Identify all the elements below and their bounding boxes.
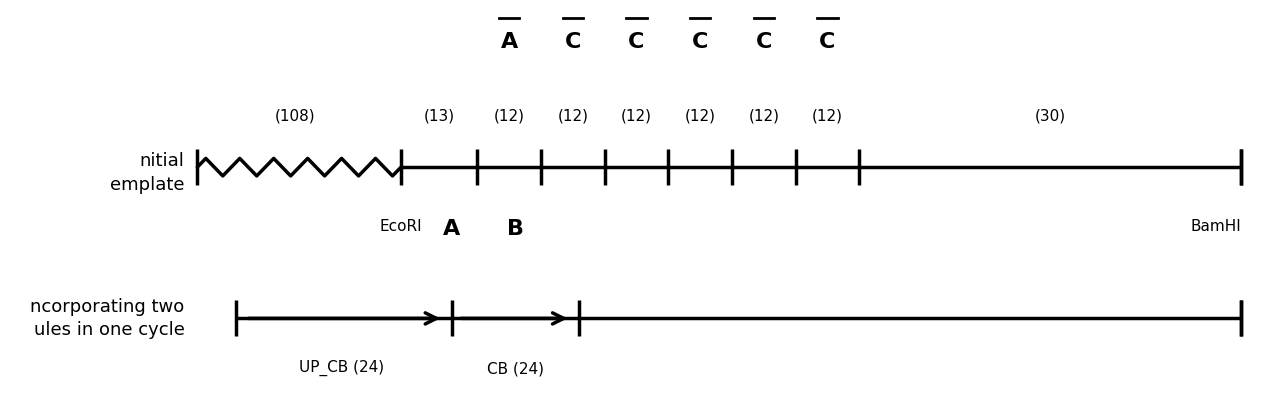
Text: C: C xyxy=(756,32,771,52)
Text: (12): (12) xyxy=(621,108,652,123)
Text: C: C xyxy=(693,32,708,52)
Text: (12): (12) xyxy=(749,108,779,123)
Text: A: A xyxy=(443,219,461,239)
Text: (12): (12) xyxy=(558,108,588,123)
Text: CB (24): CB (24) xyxy=(488,361,544,376)
Text: BamHI: BamHI xyxy=(1190,219,1241,234)
Text: C: C xyxy=(820,32,835,52)
Text: ncorporating two
ules in one cycle: ncorporating two ules in one cycle xyxy=(31,298,185,339)
Text: C: C xyxy=(565,32,580,52)
Text: (12): (12) xyxy=(685,108,715,123)
Text: EcoRI: EcoRI xyxy=(379,219,423,234)
Text: nitial
emplate: nitial emplate xyxy=(109,152,185,194)
Text: C: C xyxy=(629,32,644,52)
Text: (12): (12) xyxy=(812,108,843,123)
Text: (30): (30) xyxy=(1035,108,1066,123)
Text: A: A xyxy=(500,32,518,52)
Text: UP_CB (24): UP_CB (24) xyxy=(299,360,383,376)
Text: B: B xyxy=(507,219,524,239)
Text: (12): (12) xyxy=(494,108,524,123)
Text: (13): (13) xyxy=(424,108,454,123)
Text: (108): (108) xyxy=(275,108,316,123)
